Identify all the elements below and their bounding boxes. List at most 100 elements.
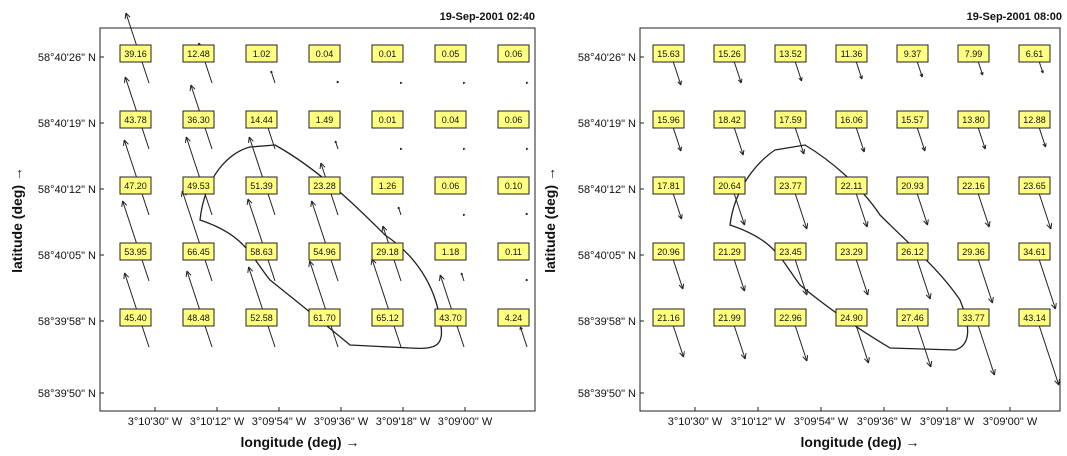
- value-label: 7.99: [957, 44, 990, 63]
- value-label: 23.77: [774, 176, 807, 195]
- vector-arrow: [121, 200, 150, 282]
- value-label: 66.45: [182, 242, 215, 261]
- svg-text:22.16: 22.16: [962, 181, 985, 191]
- x-tick-label: 3°09'36" W: [314, 416, 369, 428]
- value-label: 52.58: [245, 308, 278, 327]
- svg-text:9.37: 9.37: [904, 49, 922, 59]
- svg-text:22.11: 22.11: [841, 181, 863, 191]
- vector-arrow: [525, 147, 529, 151]
- y-tick-label: 58°39'50" N: [38, 388, 96, 400]
- x-tick-label: 3°09'18" W: [376, 416, 431, 428]
- value-label: 17.59: [774, 110, 807, 129]
- svg-text:65.12: 65.12: [376, 313, 399, 323]
- value-label: 27.46: [896, 308, 929, 327]
- vector-arrow: [370, 258, 402, 348]
- vector-arrow: [525, 278, 529, 282]
- svg-text:23.65: 23.65: [1023, 181, 1046, 191]
- svg-text:21.99: 21.99: [718, 313, 741, 323]
- svg-text:21.16: 21.16: [657, 313, 680, 323]
- plot-frame: [99, 27, 536, 412]
- svg-text:53.95: 53.95: [124, 247, 147, 257]
- value-label: 26.12: [896, 242, 929, 261]
- svg-text:52.58: 52.58: [250, 313, 273, 323]
- value-label: 0.04: [308, 44, 341, 63]
- svg-text:58.63: 58.63: [250, 247, 273, 257]
- chart-panel-2: 19-Sep-2001 08:00 58°40'26" N 58°40'19" N 5…: [542, 11, 1062, 450]
- value-label: 0.04: [434, 110, 467, 129]
- value-label: 23.29: [835, 242, 868, 261]
- vector-arrow: [397, 206, 402, 216]
- vector-arrow: [914, 318, 933, 368]
- value-label: 47.20: [119, 176, 152, 195]
- svg-text:14.44: 14.44: [250, 115, 273, 125]
- svg-text:17.81: 17.81: [657, 181, 680, 191]
- value-label: 22.16: [957, 176, 990, 195]
- svg-text:0.04: 0.04: [316, 49, 334, 59]
- value-label: 11.36: [835, 44, 868, 63]
- vector-arrow: [184, 136, 213, 216]
- svg-text:0.06: 0.06: [505, 49, 523, 59]
- y-tick-label: 58°40'19" N: [38, 118, 96, 130]
- svg-text:43.14: 43.14: [1023, 313, 1046, 323]
- vector-arrow: [247, 136, 276, 216]
- value-label: 65.12: [371, 308, 404, 327]
- vector-arrow: [525, 212, 529, 216]
- chart-title: 19-Sep-2001 02:40: [440, 11, 535, 23]
- value-label: 23.28: [308, 176, 341, 195]
- value-label: 0.11: [497, 242, 530, 261]
- plot-frame: [639, 27, 1061, 412]
- svg-text:15.63: 15.63: [657, 49, 680, 59]
- svg-text:48.48: 48.48: [187, 313, 210, 323]
- svg-text:15.96: 15.96: [657, 115, 680, 125]
- value-label: 29.36: [957, 242, 990, 261]
- value-label: 23.45: [774, 242, 807, 261]
- svg-text:0.10: 0.10: [505, 181, 523, 191]
- value-label: 1.26: [371, 176, 404, 195]
- value-label: 20.96: [652, 242, 685, 261]
- value-label: 45.40: [119, 308, 152, 327]
- svg-text:0.05: 0.05: [442, 49, 460, 59]
- svg-text:0.11: 0.11: [505, 247, 522, 257]
- value-label: 22.96: [774, 308, 807, 327]
- svg-text:16.06: 16.06: [840, 115, 863, 125]
- x-tick-label: 3°10'30" W: [668, 416, 723, 428]
- y-tick-label: 58°39'50" N: [578, 388, 636, 400]
- y-tick-label: 58°40'12" N: [578, 184, 636, 196]
- svg-text:54.96: 54.96: [313, 247, 336, 257]
- svg-text:36.30: 36.30: [187, 115, 210, 125]
- svg-text:23.28: 23.28: [313, 181, 336, 191]
- svg-text:26.12: 26.12: [901, 247, 924, 257]
- value-label: 13.80: [957, 110, 990, 129]
- svg-text:49.53: 49.53: [187, 181, 210, 191]
- svg-text:23.45: 23.45: [779, 247, 802, 257]
- svg-text:43.70: 43.70: [439, 313, 462, 323]
- value-label: 17.81: [652, 176, 685, 195]
- value-label: 4.24: [497, 308, 530, 327]
- x-tick-label: 3°10'12" W: [731, 416, 786, 428]
- value-label: 12.48: [182, 44, 215, 63]
- value-label: 16.06: [835, 110, 868, 129]
- vector-arrow: [519, 326, 528, 348]
- y-axis-label: latitude (deg) →: [542, 167, 558, 273]
- value-label: 21.16: [652, 308, 685, 327]
- value-label: 36.30: [182, 110, 215, 129]
- x-tick-label: 3°09'00" W: [438, 416, 493, 428]
- value-label: 0.06: [434, 176, 467, 195]
- svg-text:11.36: 11.36: [841, 49, 863, 59]
- value-label: 1.49: [308, 110, 341, 129]
- svg-text:29.36: 29.36: [962, 247, 985, 257]
- value-label: 48.48: [182, 308, 215, 327]
- value-label: 24.90: [835, 308, 868, 327]
- vector-arrow: [462, 213, 466, 217]
- vector-arrow: [1036, 252, 1057, 310]
- y-tick-label: 58°40'19" N: [578, 118, 636, 130]
- svg-text:27.46: 27.46: [901, 313, 924, 323]
- value-label: 29.18: [371, 242, 404, 261]
- value-label: 33.77: [957, 308, 990, 327]
- svg-text:20.93: 20.93: [901, 181, 924, 191]
- x-tick-label: 3°10'12" W: [190, 416, 245, 428]
- svg-text:24.90: 24.90: [840, 313, 863, 323]
- y-tick-label: 58°40'26" N: [578, 52, 636, 64]
- x-axis-label: longitude (deg) →: [241, 434, 360, 450]
